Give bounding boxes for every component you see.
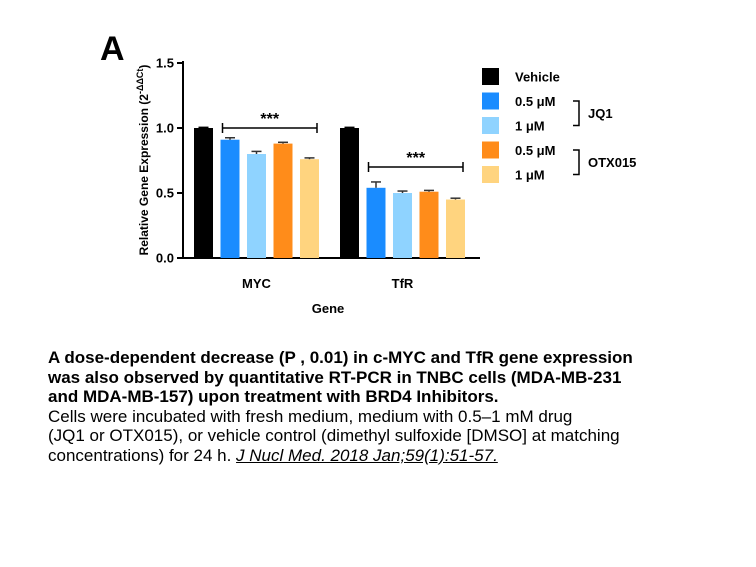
bars <box>194 128 465 258</box>
bar-tfr-1 <box>366 187 386 258</box>
x-tick-labels: MYC TfR <box>242 276 414 291</box>
y-tick-label-3: 1.5 <box>156 56 174 71</box>
legend-group-label-1: OTX015 <box>588 155 636 170</box>
sig-label-1: *** <box>406 150 425 167</box>
legend-label-2: 1 μM <box>515 119 545 134</box>
citation-link[interactable]: J Nucl Med. 2018 Jan;59(1):51-57. <box>236 445 498 465</box>
y-axis-label-text: Relative Gene Expression (2 <box>137 94 151 256</box>
bar-myc-3 <box>273 143 293 258</box>
caption-bold-line-1: A dose-dependent decrease (P , 0.01) in … <box>48 348 633 367</box>
y-tick-label-0: 0.0 <box>156 251 174 266</box>
bar-tfr-3 <box>419 191 439 258</box>
bar-tfr-0 <box>340 128 359 258</box>
y-axis-label-close: ) <box>137 65 151 69</box>
bar-myc-1 <box>220 139 240 258</box>
legend-swatch-4 <box>482 166 499 183</box>
legend: Vehicle 0.5 μM 1 μM 0.5 μM 1 μM JQ1 OTX015 <box>482 68 636 183</box>
bar-myc-0 <box>194 128 213 258</box>
significance-markers: *** *** <box>221 111 464 172</box>
legend-label-1: 0.5 μM <box>515 94 555 109</box>
legend-swatch-2 <box>482 117 499 134</box>
legend-group-bracket-1 <box>573 149 580 176</box>
figure-caption: A dose-dependent decrease (P , 0.01) in … <box>48 348 748 465</box>
caption-bold-line-3: and MDA-MB-157) upon treatment with BRD4… <box>48 387 499 406</box>
caption-line-1: Cells were incubated with fresh medium, … <box>48 406 573 426</box>
y-ticks: 0.0 0.5 1.0 1.5 <box>156 56 183 266</box>
legend-label-0: Vehicle <box>515 70 560 85</box>
legend-label-4: 1 μM <box>515 168 545 183</box>
y-axis-label-superscript: -ΔΔCt <box>135 69 145 94</box>
bar-tfr-2 <box>393 193 412 258</box>
caption-line-3-text: concentrations) for 24 h. <box>48 445 237 465</box>
x-tick-label-tfr: TfR <box>392 276 414 291</box>
y-tick-label-1: 0.5 <box>156 186 174 201</box>
legend-label-3: 0.5 μM <box>515 143 555 158</box>
legend-swatch-0 <box>482 68 499 85</box>
error-bars <box>198 126 461 200</box>
x-tick-label-myc: MYC <box>242 276 272 291</box>
legend-swatch-1 <box>482 92 499 110</box>
caption-bold-line-2: was also observed by quantitative RT-PCR… <box>48 367 622 387</box>
y-axis-label: Relative Gene Expression (2-ΔΔCt) <box>135 65 151 256</box>
caption-line-3: concentrations) for 24 h. J Nucl Med. 20… <box>48 446 748 466</box>
x-axis-label: Gene <box>312 301 345 316</box>
bar-myc-4 <box>300 159 319 258</box>
caption-line-2: (JQ1 or OTX015), or vehicle control (dim… <box>48 426 620 445</box>
svg-text:Relative Gene Expression (2-ΔΔ: Relative Gene Expression (2-ΔΔCt) <box>135 65 151 256</box>
bar-tfr-4 <box>446 199 465 258</box>
panel-label: A <box>100 30 125 68</box>
bar-myc-2 <box>247 154 266 258</box>
legend-group-bracket-0 <box>573 100 580 127</box>
sig-label-0: *** <box>260 111 279 128</box>
legend-group-label-0: JQ1 <box>588 106 613 121</box>
legend-swatch-3 <box>482 141 499 159</box>
bar-chart: A Relative Gene Expression (2-ΔΔCt) Gene… <box>100 30 636 316</box>
y-tick-label-2: 1.0 <box>156 121 174 136</box>
